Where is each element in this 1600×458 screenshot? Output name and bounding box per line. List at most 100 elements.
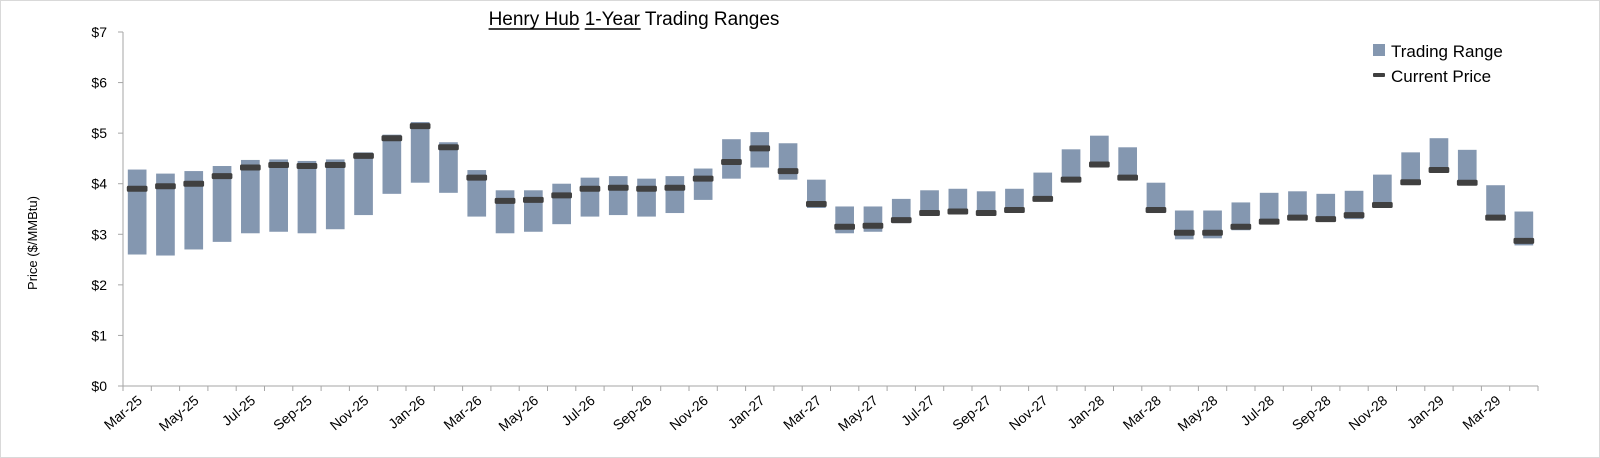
trading-range-bar — [1316, 193, 1336, 222]
trading-range-bar — [269, 159, 288, 232]
trading-range-bar — [1033, 172, 1053, 200]
current-price-mark — [1513, 237, 1535, 244]
chart-title: Henry Hub 1-Year Trading Ranges — [489, 9, 780, 30]
current-price-mark — [211, 173, 233, 180]
legend: Trading Range Current Price — [1373, 42, 1503, 86]
current-price-mark — [353, 152, 374, 159]
current-price-mark — [126, 185, 148, 192]
x-tick-label: May-27 — [835, 392, 881, 434]
current-price-mark — [240, 164, 261, 171]
trading-range-bar — [552, 183, 571, 225]
trading-range-bar — [241, 159, 260, 234]
current-price-mark — [155, 183, 176, 190]
x-tick-label: Mar-29 — [1459, 392, 1503, 433]
current-price-mark — [494, 197, 516, 204]
current-price-mark — [183, 180, 205, 187]
trading-range-bar — [976, 191, 996, 216]
legend-current-label: Current Price — [1391, 67, 1491, 86]
current-price-mark — [1145, 207, 1167, 214]
x-tick-label: Mar-27 — [780, 392, 824, 433]
current-price-mark — [551, 192, 572, 199]
current-price-mark — [975, 210, 997, 217]
trading-range-bar — [608, 176, 628, 216]
x-tick-label: Jul-28 — [1238, 392, 1278, 429]
x-tick-label: Nov-26 — [666, 392, 711, 433]
x-tick-label: Mar-25 — [101, 392, 145, 433]
current-price-mark — [466, 174, 488, 181]
current-price-mark — [1230, 223, 1252, 230]
current-price-mark — [1202, 229, 1223, 236]
trading-range-bar — [1118, 147, 1137, 180]
current-price-mark — [919, 210, 940, 217]
trading-range-bar — [127, 169, 147, 255]
x-tick-label: Sep-26 — [610, 392, 655, 433]
range-bars — [127, 122, 1534, 256]
y-tick-label: $1 — [91, 327, 107, 343]
current-price-mark — [409, 123, 431, 130]
x-tick-label: May-26 — [495, 392, 541, 434]
current-price-mark — [692, 175, 714, 182]
trading-range-bar — [495, 190, 515, 234]
current-price-mark — [1117, 174, 1138, 181]
trading-range-bar — [467, 170, 487, 217]
trading-range-bar — [920, 190, 939, 216]
trading-range-bar — [1090, 135, 1109, 168]
x-tick-label: Mar-28 — [1120, 392, 1164, 433]
trading-range-bar — [212, 166, 232, 242]
trading-range-bar — [1231, 202, 1251, 231]
trading-range-bar — [637, 178, 656, 217]
current-price-mark — [947, 208, 969, 215]
current-price-mark — [636, 185, 657, 192]
trading-range-bar — [1061, 149, 1081, 182]
current-price-mark — [1004, 207, 1025, 214]
y-tick-label: $6 — [91, 75, 107, 91]
trading-range-bar — [693, 168, 713, 200]
trading-range-bar — [1457, 149, 1477, 185]
trading-range-bar — [410, 122, 430, 183]
current-price-mark — [1287, 214, 1308, 221]
x-tick-label: Jul-26 — [558, 392, 598, 429]
x-axis-ticks: Mar-25 May-25 Jul-25 Sep-25 Nov-25 Jan-26 Mar-… — [101, 386, 1539, 434]
current-price-mark — [1315, 216, 1337, 223]
trading-range-bar — [1005, 188, 1024, 212]
legend-range-label: Trading Range — [1391, 42, 1503, 61]
chart-title-part: Trading Ranges — [640, 9, 779, 30]
trading-range-bar — [354, 152, 373, 216]
current-price-mark — [1060, 176, 1082, 183]
trading-range-bar — [1373, 174, 1392, 205]
y-tick-label: $5 — [91, 125, 107, 141]
current-price-mark — [1400, 179, 1421, 186]
trading-range-bar — [439, 142, 458, 193]
trading-range-bar — [722, 139, 741, 179]
y-tick-label: $4 — [91, 176, 107, 192]
current-price-mark — [1258, 218, 1280, 225]
current-price-mark — [862, 222, 884, 229]
trading-range-bar — [778, 143, 798, 180]
current-price-marks — [126, 123, 1535, 244]
y-axis-label: Price ($/MMBtu) — [25, 196, 40, 290]
current-price-mark — [381, 135, 403, 142]
y-axis-ticks: $0 $1 $2 $3 $4 $5 $6 $7 — [91, 24, 123, 394]
current-price-mark — [579, 185, 601, 192]
x-tick-label: Nov-25 — [327, 392, 372, 433]
x-tick-label: Sep-25 — [270, 392, 315, 433]
chart-title-part: 1-Year — [585, 9, 641, 30]
chart-title-part: Henry Hub — [489, 9, 580, 30]
trading-range-bar — [524, 190, 543, 232]
legend-range-swatch — [1373, 44, 1385, 56]
trading-range-bar — [156, 173, 175, 256]
current-price-mark — [1032, 195, 1054, 202]
trading-range-bar — [1288, 191, 1307, 221]
x-tick-label: Sep-27 — [949, 392, 994, 433]
legend-current-swatch — [1373, 73, 1385, 77]
current-price-mark — [1343, 212, 1365, 219]
x-tick-label: Nov-27 — [1006, 392, 1051, 433]
trading-range-bar — [807, 179, 826, 208]
current-price-mark — [296, 163, 318, 170]
current-price-mark — [890, 217, 912, 224]
trading-range-bar — [1514, 211, 1534, 246]
trading-range-bar — [1486, 185, 1505, 221]
current-price-mark — [1485, 214, 1506, 221]
x-tick-label: Jan-27 — [725, 392, 768, 432]
